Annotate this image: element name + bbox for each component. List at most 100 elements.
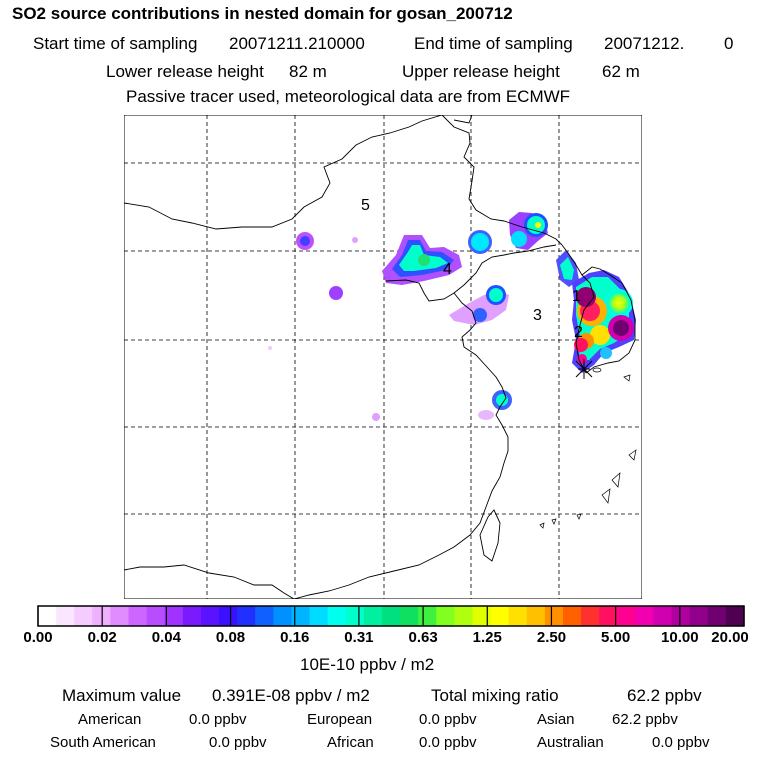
region-name-australian: Australian [537, 734, 604, 751]
colorbar-cell [635, 606, 654, 626]
colorbar-cell [164, 606, 184, 626]
colorbar-cell [273, 606, 292, 626]
colorbar-tick-label: 20.00 [711, 629, 749, 646]
colorbar-cell [436, 606, 455, 626]
chart-title: SO2 source contributions in nested domai… [12, 4, 513, 23]
receptor-star-icon [575, 359, 593, 379]
map-panel: 5 4 1 3 2 [124, 115, 642, 599]
end-time-suffix: 0 [724, 34, 734, 53]
plume-shandong [449, 285, 509, 325]
upper-height-value: 62 m [602, 62, 640, 81]
colorbar-tick-label: 10.00 [661, 629, 699, 646]
region-name-european: European [307, 711, 373, 728]
plume-speck-south [372, 413, 380, 421]
colorbar-cell [363, 606, 383, 626]
end-time-value: 20071212. [604, 34, 685, 53]
colorbar-tick-label: 0.04 [151, 629, 181, 646]
lower-height-value: 82 m [289, 62, 327, 81]
region-label-2: 2 [574, 324, 583, 341]
max-value: 0.391E-08 ppbv / m2 [212, 686, 370, 705]
start-time-label: Start time of sampling [33, 34, 198, 53]
plume-west-lower [329, 286, 343, 300]
region-label-5: 5 [361, 197, 370, 214]
colorbar-tick-label: 0.00 [23, 629, 53, 646]
colorbar-cell [400, 606, 419, 626]
colorbar-cell [454, 606, 473, 626]
end-time-label: End time of sampling [414, 34, 573, 53]
colorbar-cell [599, 606, 618, 626]
region-value-south-american: 0.0 ppbv [209, 734, 267, 751]
colorbar-tick-label: 0.08 [215, 629, 246, 646]
upper-height-label: Upper release height [402, 62, 560, 81]
colorbar-tick-label: 5.00 [601, 629, 631, 646]
colorbar-tick-label: 1.25 [472, 629, 502, 646]
colorbar-cell [526, 606, 546, 626]
region-name-american: American [78, 711, 142, 728]
colorbar-cell [707, 606, 727, 626]
colorbar-cell [146, 606, 166, 626]
total-mixing-label: Total mixing ratio [431, 686, 559, 705]
colorbar-cell [327, 606, 347, 626]
tracer-note: Passive tracer used, meteorological data… [126, 87, 571, 106]
colorbar-cell [581, 606, 600, 626]
colorbar-cell [309, 606, 329, 626]
colorbar-cell [255, 606, 274, 626]
colorbar-cell [182, 606, 202, 626]
plume-jiangsu [478, 390, 512, 420]
plume-liaoning [509, 212, 548, 250]
colorbar-cell [74, 606, 93, 626]
colorbar-unit: 10E-10 ppbv / m2 [300, 655, 435, 674]
colorbar-cell [544, 606, 564, 626]
max-value-label: Maximum value [62, 686, 182, 705]
total-mixing-value: 62.2 ppbv [627, 686, 702, 705]
plume-west-small [296, 232, 314, 250]
region-value-asian: 62.2 ppbv [612, 711, 678, 728]
islands [539, 367, 637, 529]
region-value-african: 0.0 ppbv [419, 734, 477, 751]
plume-bohai [468, 230, 492, 254]
lower-height-label: Lower release height [106, 62, 264, 81]
coastlines [124, 115, 636, 599]
region-name-south-american: South American [50, 734, 156, 751]
colorbar-cell [562, 606, 582, 626]
colorbar-cell [219, 606, 238, 626]
colorbar-cell [110, 606, 130, 626]
colorbar-cell [291, 606, 311, 626]
region-value-european: 0.0 ppbv [419, 711, 477, 728]
colorbar-cell [490, 606, 510, 626]
region-value-australian: 0.0 ppbv [652, 734, 710, 751]
region-label-1: 1 [572, 288, 581, 305]
colorbar-cell [237, 606, 256, 626]
colorbar-tick-label: 0.63 [408, 629, 438, 646]
colorbar-tick-label: 0.31 [344, 629, 374, 646]
start-time-value: 20071211.210000 [229, 34, 365, 53]
map-frame [124, 115, 642, 599]
colorbar [37, 605, 745, 627]
colorbar-cell [128, 606, 148, 626]
plume-speck [352, 237, 358, 243]
colorbar-cell [381, 606, 401, 626]
colorbar-cell [689, 606, 709, 626]
colorbar-cell [56, 606, 75, 626]
colorbar-cell [653, 606, 673, 626]
colorbar-cell [418, 606, 437, 626]
colorbar-cell [671, 606, 691, 626]
colorbar-cell [38, 606, 57, 626]
plume-korea-main [572, 270, 636, 373]
colorbar-cell [345, 606, 365, 626]
colorbar-tick-label: 0.02 [87, 629, 117, 646]
colorbar-cell [472, 606, 492, 626]
colorbar-cell [617, 606, 636, 626]
plume-korea-north [556, 250, 579, 287]
region-name-asian: Asian [537, 711, 575, 728]
colorbar-tick-label: 2.50 [536, 629, 567, 646]
plume-speck-2 [268, 346, 272, 350]
region-value-american: 0.0 ppbv [189, 711, 247, 728]
colorbar-cell [200, 606, 220, 626]
plume-beijing [382, 235, 462, 285]
colorbar-cell [508, 606, 528, 626]
region-label-4: 4 [443, 261, 452, 278]
region-name-african: African [327, 734, 374, 751]
colorbar-tick-label: 0.16 [280, 629, 310, 646]
lat-lon-grid [124, 115, 642, 599]
